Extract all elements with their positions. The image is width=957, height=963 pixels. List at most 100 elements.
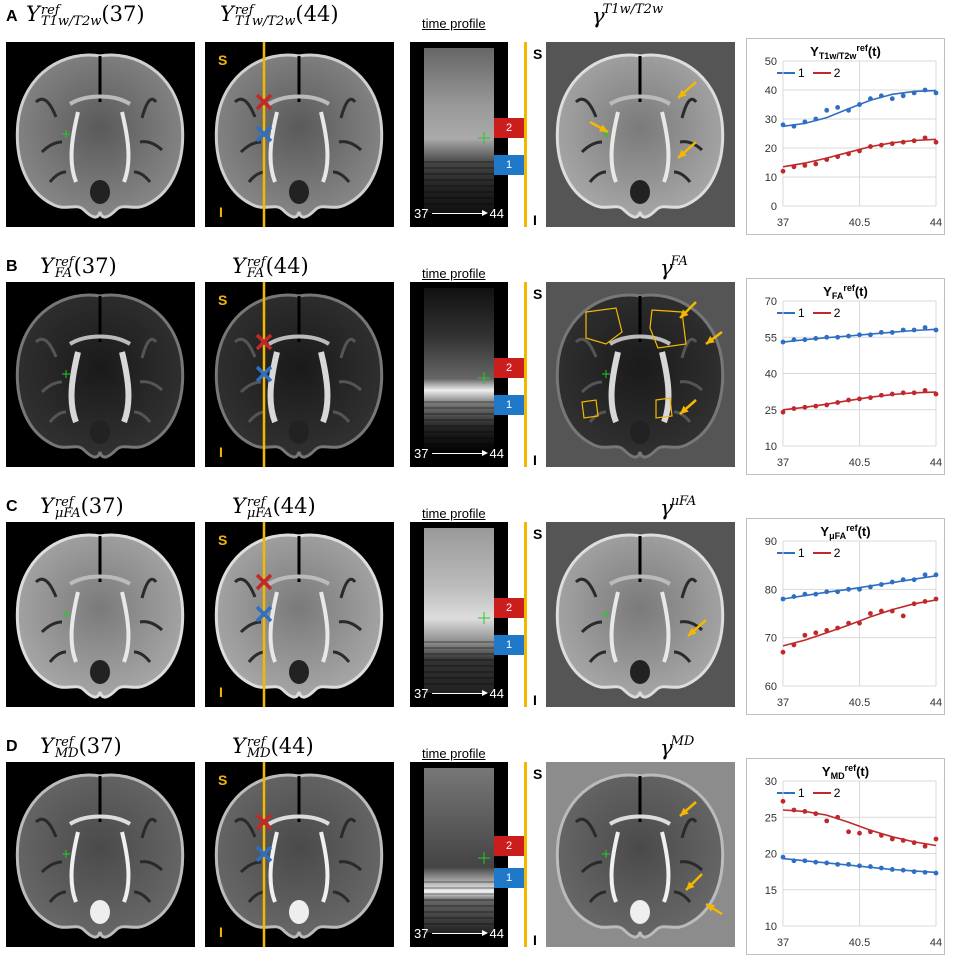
title-symbol: Y — [232, 494, 246, 518]
time-arrow — [432, 690, 488, 696]
data-point — [835, 154, 841, 160]
data-point — [791, 642, 797, 648]
gamma-title: γT1w/T2w — [592, 2, 663, 28]
data-point — [933, 90, 939, 96]
data-point — [889, 96, 895, 102]
data-point — [911, 601, 917, 607]
title-sup: ref — [234, 3, 254, 18]
trend-chart: YμFAref(t) 1 2 60 70 80 90 37 40.5 44 — [746, 518, 945, 715]
inferior-label: I — [533, 212, 537, 228]
data-point — [846, 586, 851, 592]
title-arg: (44) — [272, 494, 316, 518]
data-point — [900, 867, 906, 873]
gamma-title: γμFA — [660, 494, 696, 520]
brain-image-37 — [6, 282, 195, 467]
x-tick-label: 37 — [777, 697, 789, 709]
y-tick-label: 0 — [771, 201, 777, 213]
title-arg: (37) — [73, 254, 117, 278]
brain-image-37 — [6, 42, 195, 227]
legend-swatch — [812, 72, 831, 74]
chart-title-tail: (t) — [856, 764, 870, 779]
time-profile-caption: time profile — [422, 506, 486, 521]
chart-title-main: Y — [810, 44, 819, 59]
data-point — [900, 390, 906, 396]
data-point — [835, 400, 841, 405]
data-point — [791, 123, 797, 129]
chart-title: YμFAref(t) — [747, 523, 944, 541]
title-sup: ref — [54, 495, 74, 510]
title-sup: ref — [40, 3, 60, 18]
chart-title-sub: T1w/T2w — [818, 51, 857, 61]
gamma-title: γFA — [660, 254, 688, 280]
y-tick-label: 20 — [765, 143, 777, 155]
legend-swatch — [812, 552, 831, 554]
x-tick-label: 44 — [930, 217, 942, 229]
data-point — [791, 594, 797, 599]
panel-letter: D — [6, 738, 18, 755]
trend-chart: YFAref(t) 1 2 10 25 40 55 70 37 40.5 44 — [746, 278, 945, 475]
data-point — [900, 93, 906, 99]
data-point — [802, 591, 808, 597]
data-point — [922, 388, 928, 393]
data-point — [835, 625, 841, 631]
data-point — [813, 403, 819, 409]
superior-label: S — [533, 766, 543, 782]
series-fit-line — [782, 809, 937, 847]
brain-image-44 — [205, 282, 394, 467]
time-profile-image: 37 44 — [410, 522, 508, 707]
y-tick-label: 15 — [765, 885, 777, 897]
inferior-label: I — [219, 204, 223, 220]
data-point — [780, 649, 786, 655]
data-point — [846, 829, 851, 835]
data-point — [933, 836, 939, 842]
data-point — [824, 589, 830, 595]
data-point — [911, 869, 917, 875]
title-symbol: Y — [232, 254, 246, 278]
title-symbol: Y — [232, 734, 246, 758]
title-scripts: ref MD — [246, 736, 271, 761]
y-tick-label: 90 — [765, 536, 777, 548]
title-sub: MD — [246, 746, 271, 761]
data-point — [900, 838, 906, 843]
time-from: 37 — [414, 686, 429, 701]
panel-letter: B — [6, 258, 18, 275]
data-point — [780, 122, 786, 128]
x-tick-label: 44 — [930, 457, 942, 469]
data-point — [868, 584, 873, 590]
title-sup: ref — [246, 495, 266, 510]
title-symbol: Y — [220, 2, 234, 26]
data-point — [878, 865, 884, 871]
data-point — [878, 608, 884, 614]
data-point — [780, 854, 786, 860]
data-point — [802, 163, 808, 168]
marker-badge-1: 1 — [494, 155, 524, 175]
time-to: 44 — [489, 446, 504, 461]
data-point — [802, 858, 808, 864]
time-profile-caption: time profile — [422, 746, 486, 761]
legend-label: 2 — [833, 546, 841, 560]
title-scripts: ref μFA — [246, 495, 273, 521]
time-profile-caption: time profile — [422, 16, 486, 31]
data-point — [911, 327, 917, 333]
data-point — [911, 90, 917, 96]
time-profile-image: 37 44 — [410, 282, 508, 467]
title-symbol: Y — [40, 494, 54, 518]
title-sub: FA — [246, 266, 265, 281]
legend-entry: 2 — [812, 786, 840, 800]
time-from: 37 — [414, 206, 429, 221]
y-tick-label: 55 — [765, 332, 777, 344]
data-point — [889, 330, 895, 335]
marker-badge-1: 1 — [494, 395, 524, 415]
title-sub: μFA — [246, 506, 273, 521]
legend-entry: 1 — [777, 66, 805, 80]
data-point — [846, 151, 851, 157]
data-point — [857, 102, 862, 107]
